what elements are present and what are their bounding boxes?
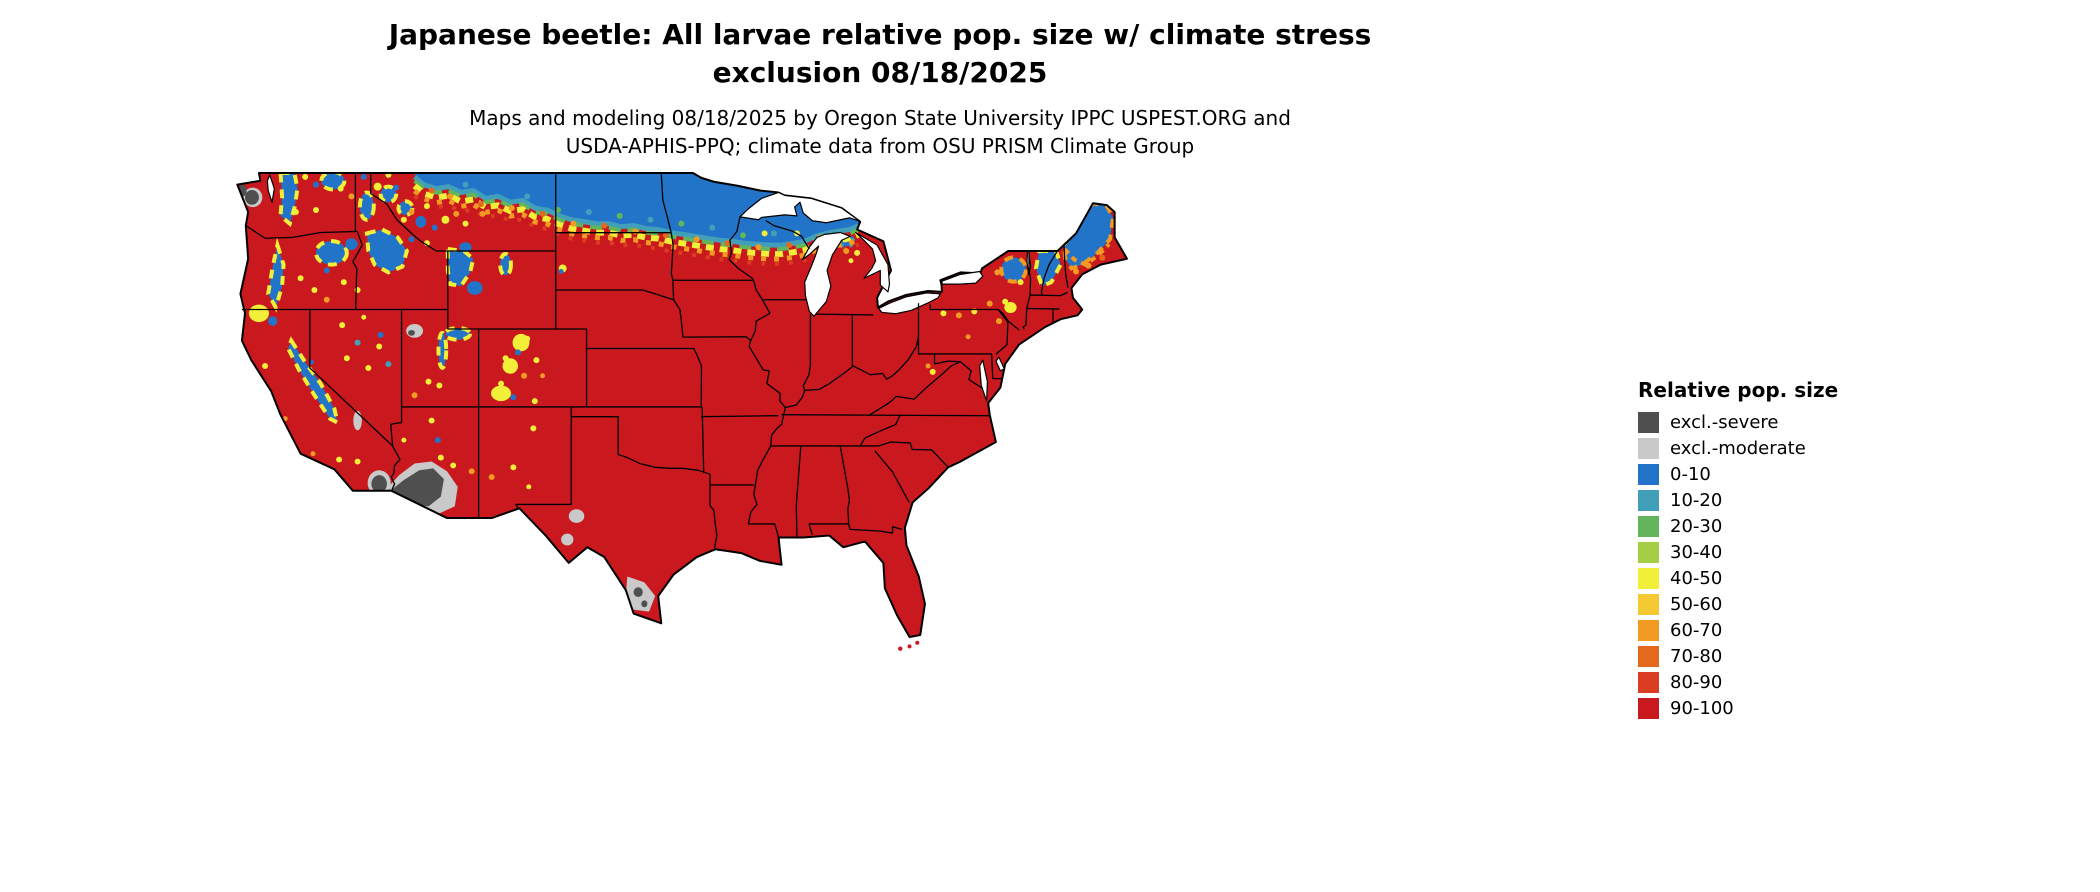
legend-label: 90-100 bbox=[1670, 698, 1734, 719]
legend-item: 80-90 bbox=[1638, 672, 1838, 693]
legend-swatch bbox=[1638, 594, 1659, 615]
legend-label: excl.-moderate bbox=[1670, 438, 1806, 459]
map-subtitle: Maps and modeling 08/18/2025 by Oregon S… bbox=[0, 104, 1760, 160]
legend-item: excl.-moderate bbox=[1638, 438, 1838, 459]
legend-item: 60-70 bbox=[1638, 620, 1838, 641]
map-title-line1: Japanese beetle: All larvae relative pop… bbox=[388, 18, 1372, 51]
legend-label: 10-20 bbox=[1670, 490, 1723, 511]
legend-item: 10-20 bbox=[1638, 490, 1838, 511]
legend-swatch bbox=[1638, 464, 1659, 485]
map-subtitle-line2: USDA-APHIS-PPQ; climate data from OSU PR… bbox=[565, 133, 1195, 158]
legend-item: 30-40 bbox=[1638, 542, 1838, 563]
map-title: Japanese beetle: All larvae relative pop… bbox=[0, 16, 1760, 92]
legend-item: 20-30 bbox=[1638, 516, 1838, 537]
map-subtitle-line1: Maps and modeling 08/18/2025 by Oregon S… bbox=[469, 105, 1291, 130]
map-title-line2: exclusion 08/18/2025 bbox=[712, 55, 1048, 89]
legend-swatch bbox=[1638, 490, 1659, 511]
legend-label: 50-60 bbox=[1670, 594, 1723, 615]
legend-swatch bbox=[1638, 412, 1659, 433]
legend-items: excl.-severe excl.-moderate 0-10 10-20 20-30… bbox=[1638, 412, 1838, 719]
us-map bbox=[225, 156, 1160, 676]
legend-item: excl.-severe bbox=[1638, 412, 1838, 433]
legend-swatch bbox=[1638, 542, 1659, 563]
legend: Relative pop. size excl.-severe excl.-mod… bbox=[1638, 378, 1838, 724]
legend-swatch bbox=[1638, 646, 1659, 667]
header: Japanese beetle: All larvae relative pop… bbox=[0, 16, 1760, 160]
legend-swatch bbox=[1638, 620, 1659, 641]
legend-item: 70-80 bbox=[1638, 646, 1838, 667]
legend-swatch bbox=[1638, 672, 1659, 693]
legend-label: 0-10 bbox=[1670, 464, 1711, 485]
legend-label: 60-70 bbox=[1670, 620, 1723, 641]
legend-item: 50-60 bbox=[1638, 594, 1838, 615]
legend-label: 70-80 bbox=[1670, 646, 1723, 667]
legend-swatch bbox=[1638, 438, 1659, 459]
legend-swatch bbox=[1638, 516, 1659, 537]
legend-label: 20-30 bbox=[1670, 516, 1723, 537]
legend-label: 40-50 bbox=[1670, 568, 1723, 589]
legend-item: 40-50 bbox=[1638, 568, 1838, 589]
legend-swatch bbox=[1638, 568, 1659, 589]
legend-item: 0-10 bbox=[1638, 464, 1838, 485]
legend-swatch bbox=[1638, 698, 1659, 719]
legend-item: 90-100 bbox=[1638, 698, 1838, 719]
legend-title: Relative pop. size bbox=[1638, 378, 1839, 402]
legend-label: 80-90 bbox=[1670, 672, 1723, 693]
legend-label: excl.-severe bbox=[1670, 412, 1779, 433]
legend-label: 30-40 bbox=[1670, 542, 1723, 563]
